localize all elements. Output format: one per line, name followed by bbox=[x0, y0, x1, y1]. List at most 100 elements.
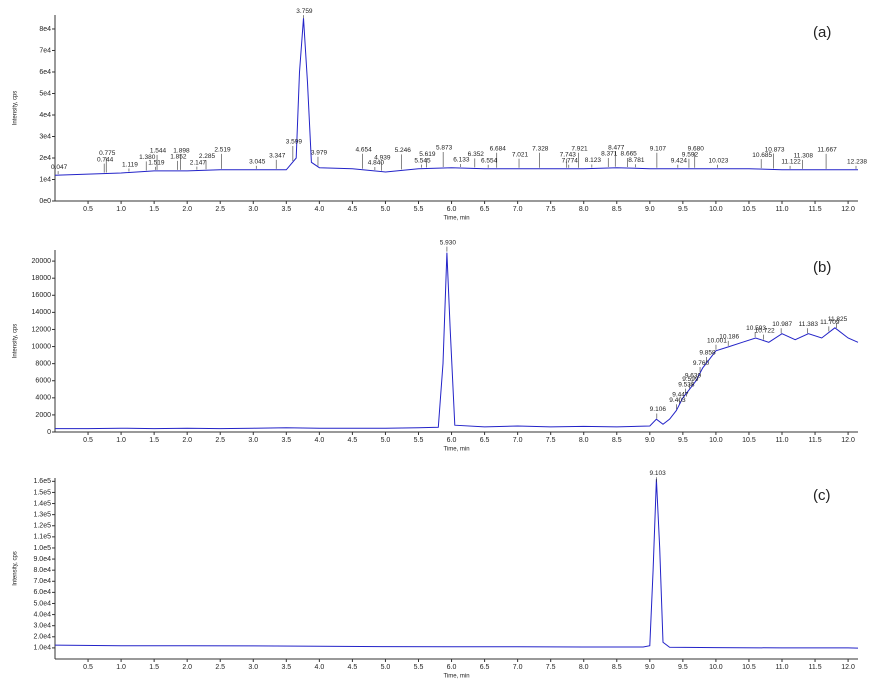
x-tick-label: 11.5 bbox=[808, 206, 821, 213]
x-tick-label: 7.0 bbox=[513, 206, 523, 213]
peak-label: 5.873 bbox=[436, 145, 453, 152]
y-tick-label: 3.0e4 bbox=[33, 623, 51, 630]
x-axis-title: Time, min bbox=[443, 447, 469, 453]
y-tick-label: 7e4 bbox=[39, 47, 51, 54]
x-tick-label: 2.5 bbox=[215, 664, 225, 671]
peak-label: 3.045 bbox=[249, 159, 266, 166]
chromatogram-line bbox=[54, 479, 859, 649]
y-tick-label: 5.0e4 bbox=[33, 600, 51, 607]
y-tick-label: 3e4 bbox=[39, 133, 51, 140]
y-tick-label: 9.0e4 bbox=[33, 556, 51, 563]
x-tick-label: 8.5 bbox=[612, 206, 622, 213]
panel-label: (c) bbox=[813, 487, 831, 504]
x-tick-label: 12.0 bbox=[841, 664, 855, 671]
x-tick-label: 6.0 bbox=[447, 437, 457, 444]
peak-label: 4.939 bbox=[374, 154, 391, 161]
x-tick-label: 8.5 bbox=[612, 664, 622, 671]
peak-label: 8.781 bbox=[628, 157, 645, 164]
peak-label: 9.538 bbox=[678, 381, 695, 388]
y-tick-label: 5e4 bbox=[39, 90, 51, 97]
x-tick-label: 9.5 bbox=[678, 664, 688, 671]
x-tick-label: 4.0 bbox=[314, 206, 324, 213]
x-tick-label: 0.5 bbox=[83, 437, 93, 444]
peak-label: 10.023 bbox=[708, 157, 728, 164]
peak-label: 9.592 bbox=[682, 151, 699, 158]
x-tick-label: 9.0 bbox=[645, 664, 655, 671]
peak-label: 1.544 bbox=[150, 148, 167, 155]
y-tick-label: 1.5e5 bbox=[33, 489, 51, 496]
y-tick-label: 2e4 bbox=[39, 155, 51, 162]
x-tick-label: 7.5 bbox=[546, 206, 556, 213]
x-tick-label: 9.0 bbox=[645, 437, 655, 444]
peak-label: 9.107 bbox=[650, 145, 667, 152]
peak-label: 1.119 bbox=[122, 161, 138, 168]
peak-label: 10.987 bbox=[772, 321, 792, 328]
x-tick-label: 6.0 bbox=[447, 206, 457, 213]
peak-label: 0.775 bbox=[99, 150, 116, 157]
x-tick-label: 10.0 bbox=[709, 437, 723, 444]
x-tick-label: 4.5 bbox=[348, 437, 358, 444]
y-tick-label: 14000 bbox=[32, 309, 52, 316]
x-tick-label: 2.0 bbox=[182, 206, 192, 213]
y-tick-label: 6000 bbox=[35, 378, 51, 385]
y-tick-label: 4.0e4 bbox=[33, 611, 51, 618]
chromatogram-line bbox=[55, 252, 859, 430]
x-tick-label: 5.0 bbox=[381, 664, 391, 671]
x-tick-label: 5.5 bbox=[414, 664, 424, 671]
y-tick-label: 20000 bbox=[32, 258, 52, 265]
x-tick-label: 0.5 bbox=[83, 206, 93, 213]
y-tick-label: 1.0e4 bbox=[33, 645, 51, 652]
peak-label: 2.147 bbox=[190, 159, 207, 166]
x-tick-label: 10.5 bbox=[742, 437, 756, 444]
x-tick-label: 1.5 bbox=[149, 437, 159, 444]
peak-label: 10.685 bbox=[752, 152, 772, 159]
y-tick-label: 1.3e5 bbox=[33, 511, 51, 518]
x-tick-label: 2.5 bbox=[215, 437, 225, 444]
x-tick-label: 1.5 bbox=[149, 664, 159, 671]
x-tick-label: 11.0 bbox=[775, 664, 788, 671]
peak-label: 9.760 bbox=[693, 360, 710, 367]
x-tick-label: 6.5 bbox=[480, 437, 490, 444]
peak-label: 11.383 bbox=[799, 321, 819, 328]
y-tick-label: 1.2e5 bbox=[33, 523, 51, 530]
peak-label: 11.709 bbox=[820, 319, 840, 326]
peak-label: 10.593 bbox=[746, 325, 766, 332]
x-tick-label: 9.5 bbox=[678, 206, 688, 213]
x-tick-label: 5.5 bbox=[414, 437, 424, 444]
peak-label: 5.930 bbox=[440, 239, 457, 246]
x-tick-label: 3.0 bbox=[248, 437, 258, 444]
x-tick-label: 4.5 bbox=[348, 664, 358, 671]
y-tick-label: 2.0e4 bbox=[33, 634, 51, 641]
x-tick-label: 5.0 bbox=[381, 437, 391, 444]
peak-label: 7.743 bbox=[560, 151, 577, 158]
y-tick-label: 1.4e5 bbox=[33, 500, 51, 507]
x-tick-label: 1.0 bbox=[116, 437, 126, 444]
peak-label: 1.519 bbox=[148, 160, 165, 167]
y-tick-label: 18000 bbox=[32, 275, 52, 282]
y-tick-label: 8e4 bbox=[39, 26, 51, 33]
peak-label: 10.001 bbox=[707, 338, 727, 345]
x-tick-label: 6.5 bbox=[480, 664, 490, 671]
x-axis-title: Time, min bbox=[443, 216, 469, 222]
peak-label: 6.133 bbox=[453, 157, 470, 164]
x-tick-label: 9.5 bbox=[678, 437, 688, 444]
y-tick-label: 1.0e5 bbox=[33, 545, 51, 552]
x-tick-label: 11.0 bbox=[775, 437, 788, 444]
peak-label: 9.680 bbox=[688, 145, 705, 152]
x-tick-label: 7.0 bbox=[513, 664, 523, 671]
y-tick-label: 1.1e5 bbox=[33, 534, 51, 541]
y-tick-label: 7.0e4 bbox=[33, 578, 51, 585]
peak-label: 3.599 bbox=[286, 139, 303, 146]
x-tick-label: 10.0 bbox=[709, 206, 723, 213]
peak-label: 7.774 bbox=[562, 157, 579, 164]
peak-label: 11.825 bbox=[828, 316, 848, 323]
peak-label: 10.722 bbox=[755, 327, 775, 334]
peak-label: 5.246 bbox=[395, 147, 412, 154]
x-tick-label: 12.0 bbox=[841, 206, 855, 213]
y-tick-label: 8000 bbox=[35, 360, 51, 367]
x-tick-label: 6.0 bbox=[447, 664, 457, 671]
peak-label: 6.554 bbox=[481, 157, 498, 164]
peak-label: 7.328 bbox=[532, 145, 549, 152]
y-axis-title: Intensity, cps bbox=[13, 91, 19, 126]
